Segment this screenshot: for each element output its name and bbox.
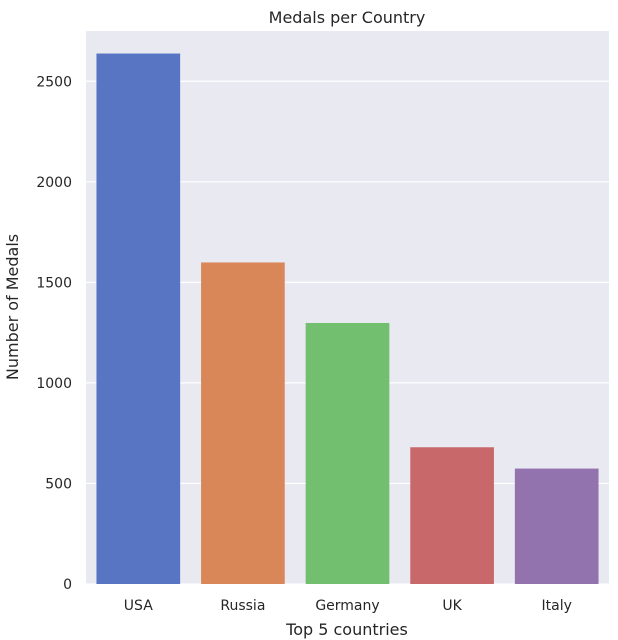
x-axis-label: Top 5 countries [285,620,408,639]
bar-uk [410,447,494,584]
y-axis-label: Number of Medals [3,234,22,380]
x-tick-label: Russia [220,598,265,614]
x-tick-label: UK [442,598,462,614]
x-tick-label: Italy [542,598,572,614]
x-tick-label: USA [124,598,153,614]
bar-russia [201,262,285,584]
bar-usa [96,53,181,585]
y-tick-label: 1500 [36,275,72,291]
bar-italy [514,468,599,584]
chart-title: Medals per Country [269,8,426,27]
y-tick-label: 2000 [36,175,72,191]
y-tick-label: 500 [45,476,72,492]
y-tick-label: 2500 [36,74,72,90]
y-tick-label: 1000 [36,376,72,392]
x-axis-ticks: USA Russia Germany UK Italy [124,598,572,614]
x-tick-label: Germany [315,598,379,614]
y-axis-ticks: 0 500 1000 1500 2000 2500 [36,74,72,593]
bar-germany [305,322,390,584]
bars [96,53,599,585]
y-tick-label: 0 [63,577,72,593]
